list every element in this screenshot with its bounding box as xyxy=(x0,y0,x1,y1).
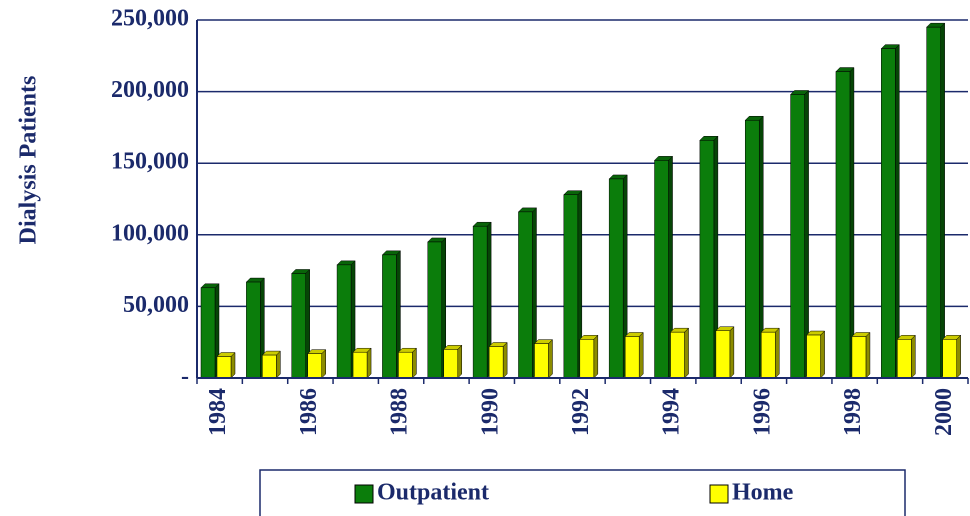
bar-side xyxy=(774,327,780,379)
y-tick-label: 50,000 xyxy=(123,292,189,318)
bar xyxy=(670,331,685,379)
bar xyxy=(851,336,867,379)
bar xyxy=(472,225,488,379)
legend-swatch xyxy=(709,484,729,504)
y-tick-label: 200,000 xyxy=(111,77,189,103)
legend-label: Outpatient xyxy=(377,480,489,506)
bar xyxy=(926,26,941,379)
bar xyxy=(262,354,277,379)
bar-side xyxy=(865,331,871,379)
bar xyxy=(608,178,624,379)
bar xyxy=(744,119,760,379)
bar-side xyxy=(820,330,825,379)
bar-side xyxy=(321,349,326,379)
bar xyxy=(291,273,306,379)
y-tick-label: 250,000 xyxy=(111,6,189,32)
bar xyxy=(563,194,579,379)
bar xyxy=(336,264,352,379)
bar xyxy=(942,339,957,379)
bar-side xyxy=(593,334,599,379)
x-tick-label: 1992 xyxy=(568,388,594,436)
bar-side xyxy=(230,351,236,379)
x-tick-label: 1998 xyxy=(840,388,866,436)
x-tick-label: 1996 xyxy=(749,388,775,436)
bar xyxy=(699,140,715,379)
bar xyxy=(579,339,595,379)
bar xyxy=(216,356,232,379)
y-tick-label: 100,000 xyxy=(111,220,189,246)
bar xyxy=(382,254,397,379)
bar xyxy=(427,241,443,379)
bar-side xyxy=(729,326,735,379)
bar xyxy=(881,48,896,379)
y-tick-label: 150,000 xyxy=(111,149,189,175)
bar-side xyxy=(366,347,372,379)
bar xyxy=(246,281,261,379)
bar-side xyxy=(412,347,417,379)
y-axis-label: Dialysis Patients xyxy=(16,76,42,245)
bar xyxy=(534,343,549,379)
x-tick-label: 2000 xyxy=(931,388,957,436)
bar xyxy=(806,334,821,379)
bar xyxy=(897,339,912,379)
bar xyxy=(715,330,731,379)
bar xyxy=(760,331,776,379)
legend-label: Home xyxy=(732,480,794,506)
bar-side xyxy=(638,331,644,379)
x-tick-label: 1988 xyxy=(387,388,413,436)
x-tick-label: 1984 xyxy=(205,388,231,436)
bar xyxy=(790,94,805,379)
bar-side xyxy=(502,341,508,379)
bar-side xyxy=(911,334,916,379)
x-tick-label: 1990 xyxy=(477,388,503,436)
bar xyxy=(307,353,322,379)
bar-side xyxy=(548,339,553,379)
bar xyxy=(398,351,413,379)
x-tick-label: 1986 xyxy=(296,388,322,436)
bar-side xyxy=(940,22,945,379)
bar xyxy=(443,349,459,379)
bar xyxy=(624,336,640,379)
bar-side xyxy=(956,334,961,379)
bar-side xyxy=(895,44,900,379)
bar xyxy=(352,351,368,379)
bar-side xyxy=(276,350,281,379)
bar-side xyxy=(849,66,855,379)
legend-swatch xyxy=(354,484,374,504)
bar xyxy=(518,211,533,379)
x-tick-label: 1994 xyxy=(659,388,685,436)
bar xyxy=(654,160,669,379)
bar xyxy=(835,71,851,379)
y-tick-label: - xyxy=(181,364,189,390)
bar xyxy=(488,346,504,379)
bar-side xyxy=(457,344,463,379)
bar-side xyxy=(684,327,689,379)
bar xyxy=(200,287,216,379)
